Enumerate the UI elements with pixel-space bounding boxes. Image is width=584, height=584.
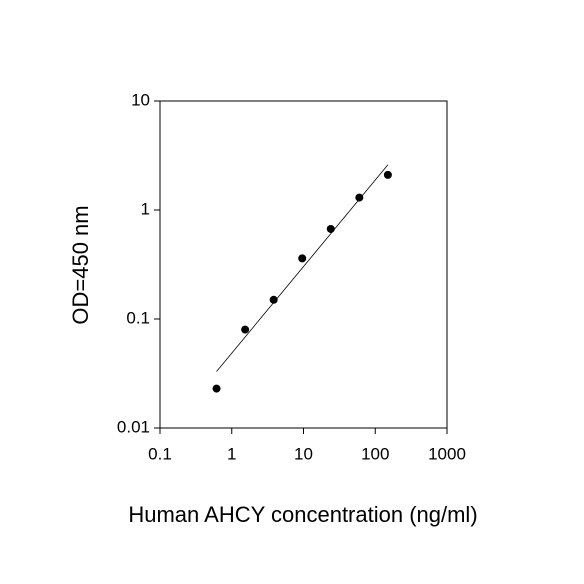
x-tick-label: 1 [227, 444, 236, 463]
y-tick-label: 1 [141, 199, 150, 218]
x-tick-label: 1000 [428, 444, 466, 463]
data-point [383, 170, 392, 179]
x-axis-label: Human AHCY concentration (ng/ml) [128, 502, 477, 527]
y-tick-label: 0.01 [117, 417, 150, 436]
data-point [241, 325, 250, 334]
x-tick-label: 100 [361, 444, 389, 463]
x-tick-label: 10 [294, 444, 313, 463]
data-point [212, 384, 221, 393]
data-point [326, 224, 335, 233]
y-tick-label: 0.1 [126, 308, 150, 327]
data-point [269, 295, 278, 304]
y-axis-label: OD=450 nm [68, 205, 93, 324]
x-tick-label: 0.1 [148, 444, 172, 463]
data-point [355, 193, 364, 202]
data-point [298, 254, 307, 263]
y-tick-label: 10 [131, 90, 150, 109]
